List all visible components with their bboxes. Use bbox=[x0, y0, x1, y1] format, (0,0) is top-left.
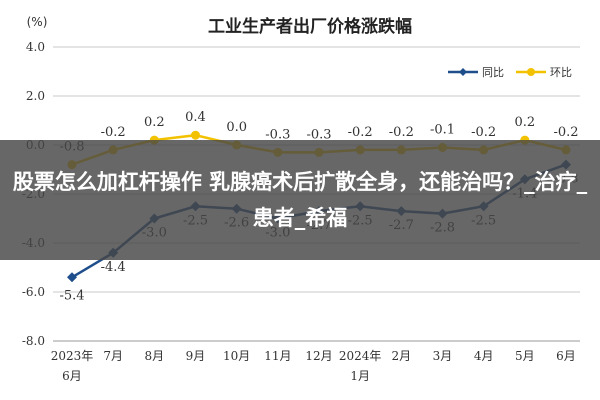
x-tick-label-line: 11月 bbox=[264, 349, 291, 363]
x-tick-label-line: 2023年 bbox=[51, 349, 94, 363]
data-label: -0.2 bbox=[553, 125, 578, 140]
data-label: 0.0 bbox=[226, 120, 247, 135]
x-tick-label: 2024年 1月 bbox=[339, 349, 382, 383]
x-tick-label: 3月 bbox=[433, 349, 453, 363]
y-tick-label: 2.0 bbox=[26, 89, 45, 103]
data-label: -0.2 bbox=[471, 125, 496, 140]
x-tick-label-line: 9月 bbox=[186, 349, 206, 363]
y-tick-label: 4.0 bbox=[26, 40, 45, 54]
x-tick-label: 7月 bbox=[103, 349, 123, 363]
x-tick-label: 12月 bbox=[305, 349, 332, 363]
chart-title: 工业生产者出厂价格涨跌幅 bbox=[208, 16, 412, 37]
x-tick-label-line: 12月 bbox=[305, 349, 332, 363]
data-point bbox=[67, 272, 77, 283]
x-axis-ticks: 2023年 6月 7月 8月 9月 10月 11月 12月 2024年 1月 2月 3月 4月 5月 6月 bbox=[51, 349, 576, 383]
x-tick-label: 2023年 6月 bbox=[51, 349, 94, 383]
x-tick-label-line: 1月 bbox=[350, 369, 370, 383]
data-label: -5.4 bbox=[59, 288, 84, 303]
data-label: -0.2 bbox=[348, 125, 373, 140]
x-tick-label: 8月 bbox=[145, 349, 165, 363]
x-tick-label-line: 2024年 bbox=[339, 349, 382, 363]
y-tick-label: -8.0 bbox=[22, 334, 45, 348]
x-tick-label-line: 6月 bbox=[556, 349, 576, 363]
data-label: -0.1 bbox=[430, 122, 455, 137]
data-label: 0.2 bbox=[144, 115, 165, 130]
x-tick-label-line: 3月 bbox=[433, 349, 453, 363]
data-label: -0.2 bbox=[389, 125, 414, 140]
x-tick-label-line: 7月 bbox=[103, 349, 123, 363]
legend-marker bbox=[459, 68, 467, 76]
legend-item: 同比 bbox=[448, 66, 504, 79]
legend: 同比 环比 bbox=[448, 66, 572, 79]
legend-item: 环比 bbox=[516, 66, 572, 79]
y-axis-label: (%) bbox=[27, 15, 48, 29]
data-label: -0.3 bbox=[306, 127, 331, 142]
data-label: 0.4 bbox=[185, 110, 206, 125]
data-label: -0.3 bbox=[265, 127, 290, 142]
headline-text: 股票怎么加杠杆操作 乳腺癌术后扩散全身，还能治吗？_治疗_患者_希福 bbox=[12, 170, 588, 230]
x-tick-label-line: 5月 bbox=[515, 349, 535, 363]
x-tick-label-line: 10月 bbox=[223, 349, 250, 363]
x-tick-label: 5月 bbox=[515, 349, 535, 363]
y-tick-label: -6.0 bbox=[22, 285, 45, 299]
legend-label: 同比 bbox=[482, 66, 504, 79]
legend-label: 环比 bbox=[550, 66, 572, 79]
x-tick-label: 2月 bbox=[392, 349, 412, 363]
legend-marker bbox=[527, 68, 535, 76]
headline-overlay: 股票怎么加杠杆操作 乳腺癌术后扩散全身，还能治吗？_治疗_患者_希福 bbox=[0, 140, 600, 260]
data-label: -0.2 bbox=[101, 125, 126, 140]
x-tick-label-line: 8月 bbox=[145, 349, 165, 363]
x-tick-label: 6月 bbox=[556, 349, 576, 363]
x-tick-label: 10月 bbox=[223, 349, 250, 363]
x-tick-label: 4月 bbox=[474, 349, 494, 363]
x-tick-label-line: 2月 bbox=[392, 349, 412, 363]
x-tick-label-line: 4月 bbox=[474, 349, 494, 363]
x-tick-label: 9月 bbox=[186, 349, 206, 363]
x-tick-label-line: 6月 bbox=[62, 369, 82, 383]
data-label: 0.2 bbox=[514, 115, 535, 130]
x-tick-label: 11月 bbox=[264, 349, 291, 363]
data-point bbox=[191, 130, 200, 140]
data-label: -4.4 bbox=[101, 260, 126, 275]
